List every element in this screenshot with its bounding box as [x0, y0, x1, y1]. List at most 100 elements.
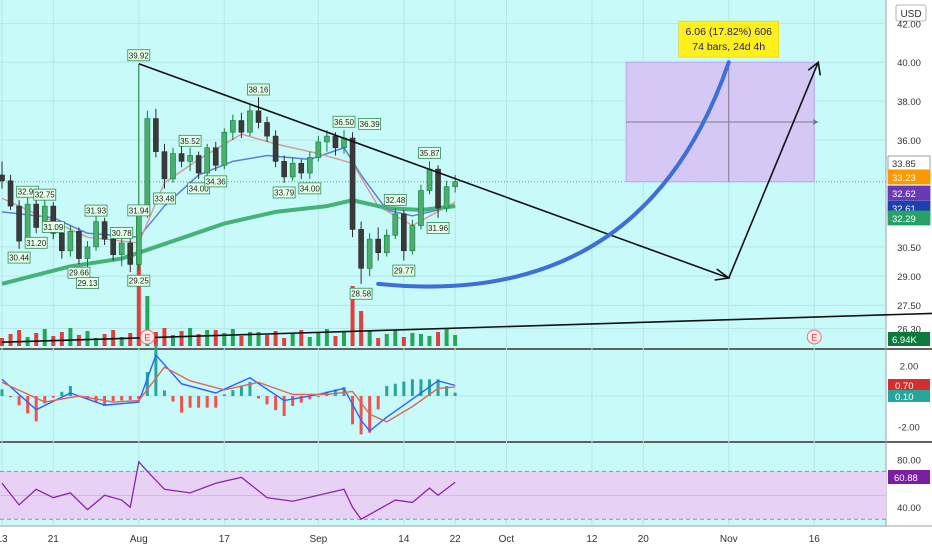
- macd-histogram-bar: [222, 394, 226, 396]
- macd-histogram-bar: [137, 396, 141, 400]
- volume-bar: [239, 336, 244, 346]
- candle-body: [418, 190, 424, 226]
- macd-histogram-bar: [171, 396, 175, 402]
- macd-histogram-bar: [0, 389, 4, 396]
- pivot-label: 35.52: [180, 137, 201, 146]
- measure-label-line2: 74 bars, 24d 4h: [692, 41, 765, 53]
- candlesticks: [0, 64, 458, 284]
- price-badge-label: 32.61: [892, 204, 916, 215]
- macd-histogram-bar: [120, 396, 124, 401]
- volume-bar: [265, 335, 270, 346]
- pivot-label: 31.09: [43, 223, 64, 232]
- volume-bar: [102, 334, 107, 346]
- volume-bar: [68, 328, 73, 346]
- macd-histogram-bar: [154, 344, 158, 396]
- measure-label-box: [678, 20, 779, 58]
- candle-body: [383, 234, 390, 254]
- pivot-label-box: [332, 115, 356, 128]
- volume-bar: [153, 332, 158, 346]
- candle-body: [110, 238, 116, 255]
- pivot-label: 34.00: [300, 184, 321, 193]
- candle-body: [76, 231, 82, 259]
- pivot-label-box: [392, 264, 416, 277]
- candle-body: [118, 242, 125, 255]
- pivot-label-box: [24, 236, 48, 249]
- volume-bar: [393, 330, 398, 346]
- currency-button[interactable]: [895, 4, 927, 22]
- macd-histogram-bar: [51, 396, 55, 398]
- pivot-label-box: [127, 204, 151, 217]
- pivot-label: 33.79: [274, 188, 295, 197]
- time-tick-label: 22: [450, 534, 462, 545]
- pivot-label-box: [204, 175, 228, 188]
- candle-body: [264, 122, 270, 137]
- price-tick-label: 42.00: [897, 19, 921, 30]
- pivot-label-box: [41, 221, 65, 233]
- time-tick-label: 16: [809, 534, 821, 545]
- time-tick-label: Aug: [130, 534, 148, 545]
- volume-bar: [196, 334, 201, 346]
- arrowhead: [807, 60, 822, 76]
- macd-histogram-bar: [376, 396, 380, 410]
- volume-bar: [444, 328, 449, 346]
- candle-body: [306, 157, 313, 174]
- pivot-label-box: [418, 146, 441, 159]
- macd-tick-label: -2.00: [898, 422, 920, 433]
- macd-histogram-bar: [34, 396, 38, 422]
- price-axis[interactable]: USD 42.00 40.00 38.00 36.00 30.50 29.00 27.50 2…: [887, 4, 931, 514]
- time-axis[interactable]: 13 21 Aug 17 Sep 14 22 Oct 12 20 Nov 16: [0, 534, 820, 545]
- pivot-label-box: [153, 192, 176, 205]
- candle-body: [358, 229, 364, 269]
- pivot-label: 31.96: [428, 224, 449, 233]
- candle-body: [50, 205, 57, 234]
- macd-histogram-bar: [402, 381, 406, 396]
- macd-histogram-bar: [257, 396, 260, 399]
- volume-bar: [145, 296, 150, 346]
- currency-label: USD: [900, 9, 921, 20]
- volume-bar: [299, 330, 304, 346]
- macd-histogram-bar: [9, 396, 13, 398]
- volume-bar: [307, 337, 312, 346]
- candle-body: [443, 186, 450, 209]
- pivot-label-box: [84, 204, 108, 217]
- candle-body: [426, 168, 433, 191]
- price-tick-label: 27.50: [897, 301, 921, 312]
- earnings-marker: [806, 329, 822, 345]
- price-badge: [887, 185, 931, 201]
- macd-histogram-bar: [162, 390, 166, 396]
- candle-body: [161, 151, 168, 180]
- pivot-label: 28.58: [351, 290, 372, 299]
- macd-histogram-bar: [128, 396, 132, 400]
- macd-histogram-bar: [205, 396, 209, 408]
- volume-bar: [350, 286, 355, 346]
- macd-pane: [0, 344, 886, 435]
- time-tick-label: 17: [219, 534, 231, 545]
- macd-histogram-bar: [265, 396, 269, 405]
- pivot-label: 38.16: [248, 85, 269, 94]
- candle-body: [401, 213, 407, 252]
- macd-histogram-bar: [188, 396, 192, 408]
- macd-histogram-bar: [316, 396, 320, 397]
- drawings[interactable]: 6.06 (17.82%) 606 74 bars, 24d 4h E E: [1, 20, 932, 345]
- pivot-label: 36.39: [360, 120, 381, 129]
- price-tick-label: 38.00: [897, 97, 921, 108]
- volume-bar: [247, 332, 252, 346]
- volume-bar: [401, 337, 406, 346]
- volume-bar: [256, 332, 261, 346]
- volume-bar: [427, 336, 432, 346]
- macd-histogram-bar: [299, 396, 303, 403]
- pivot-label-box: [178, 134, 202, 147]
- price-axis-bg: [886, 0, 932, 526]
- pivot-label-box: [426, 222, 450, 234]
- moving-average-line: [1, 198, 456, 286]
- volume-bar: [34, 333, 39, 346]
- macd-line: [1, 353, 456, 432]
- volume-bar: [119, 337, 124, 346]
- time-tick-label: 14: [398, 534, 410, 545]
- pivot-label: 36.50: [334, 118, 355, 127]
- candle-body: [101, 221, 108, 240]
- macd-histogram-bar: [68, 385, 72, 396]
- candle-body: [238, 120, 245, 133]
- macd-histogram-bar: [359, 396, 363, 435]
